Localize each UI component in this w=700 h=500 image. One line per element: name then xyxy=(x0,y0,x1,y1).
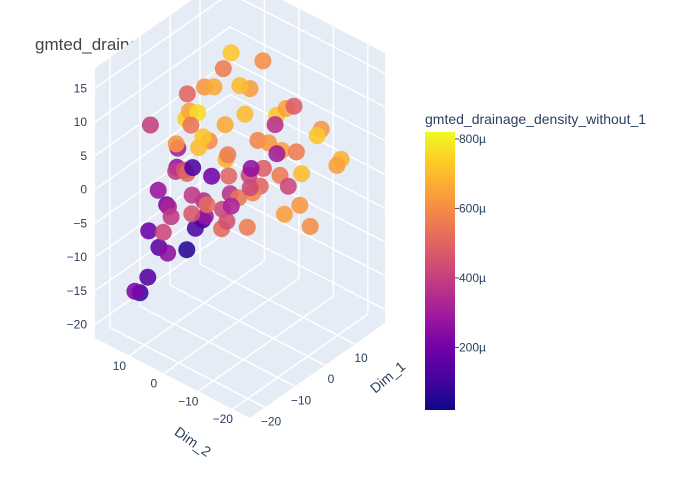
colorbar-tick-label: 400µ xyxy=(459,271,486,285)
gridline xyxy=(229,228,386,311)
data-point xyxy=(194,128,212,146)
z-tick-label: −10 xyxy=(67,250,88,264)
data-point xyxy=(178,241,196,259)
gridline xyxy=(197,295,334,392)
z-tick-label: −15 xyxy=(67,284,88,298)
colorbar-tick-label: 600µ xyxy=(459,201,486,215)
data-point xyxy=(285,97,303,115)
data-point xyxy=(293,165,311,183)
gridline xyxy=(232,313,369,410)
gridline xyxy=(94,93,231,191)
gridline xyxy=(94,26,231,123)
colorbar: gmted_drainage_density_without_1 200µ 400… xyxy=(425,111,646,410)
data-point xyxy=(254,159,272,177)
data-point xyxy=(198,196,216,214)
data-point xyxy=(203,167,221,185)
data-point xyxy=(279,177,297,195)
x-axis-title: Dim_1 xyxy=(367,358,408,396)
data-point xyxy=(238,218,256,236)
data-point xyxy=(162,208,180,226)
data-point xyxy=(222,197,240,215)
gridline xyxy=(169,284,326,366)
data-point xyxy=(291,196,309,214)
z-tick-label: −20 xyxy=(67,318,88,332)
y-tick-label: −10 xyxy=(178,394,199,408)
z-tick-label: 5 xyxy=(80,149,87,163)
data-point xyxy=(328,156,346,174)
data-point xyxy=(126,282,144,300)
data-point xyxy=(141,116,159,134)
data-point xyxy=(205,78,223,96)
data-point xyxy=(222,44,240,62)
data-point xyxy=(219,146,237,164)
floor-pane xyxy=(95,243,385,418)
x-tick-label: 0 xyxy=(328,372,335,386)
z-tick-label: 0 xyxy=(80,183,87,197)
tick-labels: −20 −10 0 10 −20 −10 0 10 −20 −15 −10 −5 0 5 10 15 xyxy=(67,81,368,428)
data-point xyxy=(236,105,254,123)
gridline xyxy=(163,277,300,375)
data-point xyxy=(182,116,200,134)
gridline xyxy=(139,305,296,387)
data-point xyxy=(266,116,284,134)
data-point xyxy=(268,145,286,163)
data-point xyxy=(214,60,232,78)
gridline xyxy=(199,263,356,345)
y-tick-label: 10 xyxy=(113,359,127,373)
data-point xyxy=(308,127,326,145)
gridline xyxy=(94,228,231,326)
data-point xyxy=(254,52,272,70)
data-point xyxy=(178,85,196,103)
data-point xyxy=(159,244,177,262)
data-point xyxy=(154,223,172,241)
data-point xyxy=(220,167,238,185)
data-point xyxy=(139,268,157,286)
data-point xyxy=(216,116,234,134)
colorbar-scale xyxy=(425,132,455,410)
z-tick-label: −5 xyxy=(73,216,87,230)
data-point xyxy=(184,159,202,177)
x-tick-label: −10 xyxy=(291,393,312,407)
gridline xyxy=(229,195,386,277)
scene-3d: −20 −10 0 10 −20 −10 0 10 −20 −15 −10 −5 0 5 10 15 Dim_… xyxy=(67,0,408,460)
data-point xyxy=(140,222,158,240)
data-point xyxy=(183,205,201,223)
data-point xyxy=(186,219,204,237)
colorbar-tick-label: 800µ xyxy=(459,132,486,146)
colorbar-ticks: 200µ 400µ 600µ 800µ xyxy=(455,132,486,354)
data-point xyxy=(301,218,319,235)
data-point xyxy=(183,186,201,204)
colorbar-tick-label: 200µ xyxy=(459,340,486,354)
data-point xyxy=(231,77,249,95)
data-point xyxy=(275,205,293,223)
z-tick-label: 15 xyxy=(74,81,88,95)
y-tick-label: −20 xyxy=(213,412,234,426)
gridline xyxy=(94,60,231,157)
y-axis-title: Dim_2 xyxy=(172,423,214,459)
z-tick-label: 10 xyxy=(74,115,88,129)
gridline xyxy=(109,326,266,409)
gridline xyxy=(229,26,386,108)
gridline xyxy=(129,260,265,357)
data-points xyxy=(126,44,350,302)
gridline xyxy=(94,0,222,89)
data-point xyxy=(167,135,185,153)
data-point xyxy=(241,179,259,197)
data-point xyxy=(149,181,167,199)
data-point xyxy=(242,160,260,177)
gridline xyxy=(241,0,386,74)
axis-panes xyxy=(95,0,385,418)
colorbar-title: gmted_drainage_density_without_1 xyxy=(425,111,646,127)
data-point xyxy=(218,212,236,230)
gridline xyxy=(229,93,386,176)
y-tick-label: 0 xyxy=(151,377,158,391)
gridline xyxy=(229,60,386,142)
data-point xyxy=(287,143,305,161)
x-tick-label: −20 xyxy=(261,414,282,428)
x-tick-label: 10 xyxy=(354,351,368,365)
